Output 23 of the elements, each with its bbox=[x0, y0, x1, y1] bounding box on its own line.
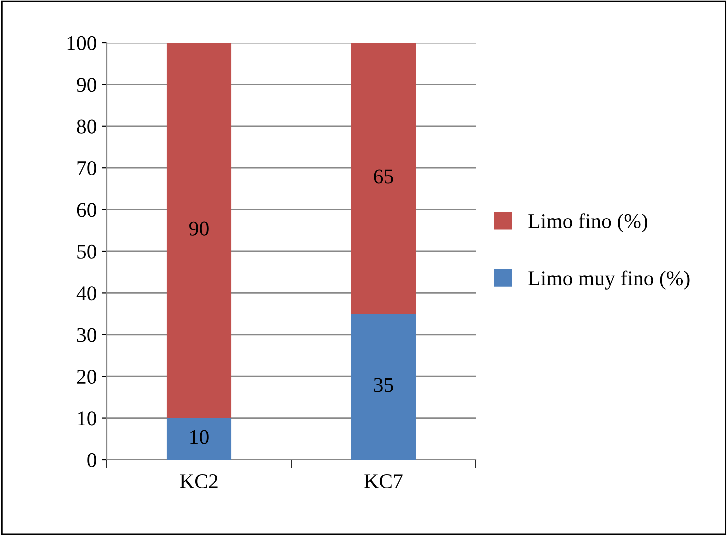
x-tick-label: KC2 bbox=[180, 474, 218, 489]
data-label: 10 bbox=[190, 430, 209, 444]
data-label: 65 bbox=[374, 170, 394, 184]
y-tick-label: 0 bbox=[88, 453, 96, 468]
bar bbox=[166, 43, 232, 418]
x-tick-label: KC7 bbox=[364, 474, 403, 489]
y-tick-label: 20 bbox=[77, 370, 96, 384]
y-tick-label: 80 bbox=[77, 120, 96, 134]
y-tick-label: 70 bbox=[78, 161, 96, 176]
data-label: 35 bbox=[374, 378, 394, 392]
y-tick-label: 30 bbox=[77, 328, 96, 342]
y-tick-label: 90 bbox=[77, 78, 96, 92]
data-label: 90 bbox=[190, 222, 209, 236]
legend-label: Limo muy fino (%) bbox=[528, 270, 690, 290]
bar bbox=[351, 314, 416, 460]
y-tick-label: 60 bbox=[77, 203, 96, 218]
bar bbox=[351, 43, 416, 314]
legend-label: Limo fino (%) bbox=[528, 214, 648, 233]
y-tick-label: 100 bbox=[68, 36, 96, 50]
bar bbox=[166, 418, 232, 460]
y-tick-label: 50 bbox=[78, 244, 96, 259]
y-tick-label: 40 bbox=[76, 286, 96, 301]
y-tick-label: 10 bbox=[78, 412, 96, 426]
